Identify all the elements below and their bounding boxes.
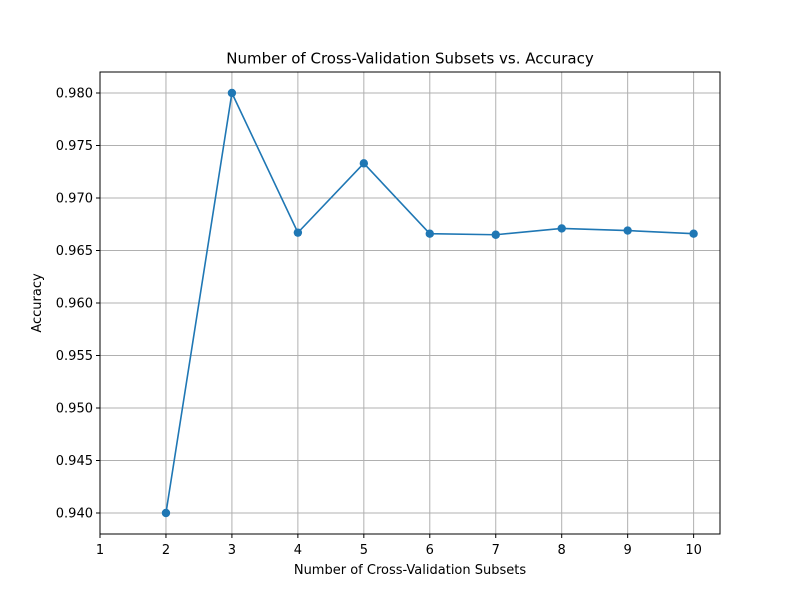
x-tick-label: 8	[558, 543, 566, 558]
x-tick-label: 3	[228, 543, 236, 558]
chart-title: Number of Cross-Validation Subsets vs. A…	[226, 50, 594, 68]
data-point	[623, 226, 632, 235]
x-tick-label: 1	[96, 543, 104, 558]
y-tick-label: 0.970	[56, 192, 93, 207]
x-tick-label: 6	[426, 543, 434, 558]
grid	[99, 72, 720, 534]
data-point	[689, 229, 698, 238]
ticks: 1 2 3 4 5 6 7 8 9 10 0.940 0.945 0.950 0.955 0.960 0.96…	[56, 87, 702, 559]
data-point	[161, 508, 171, 518]
plot-frame	[99, 71, 721, 535]
data-point	[359, 159, 369, 168]
data-point	[293, 228, 303, 237]
y-tick-label: 0.945	[56, 454, 93, 469]
x-tick-label: 4	[294, 543, 302, 558]
x-tick-label: 10	[685, 543, 702, 558]
y-tick-label: 0.955	[56, 349, 93, 364]
y-tick-label: 0.950	[56, 402, 93, 417]
y-tick-label: 0.980	[56, 87, 93, 102]
data-point	[227, 88, 237, 98]
data-point	[425, 229, 434, 238]
y-tick-label: 0.960	[56, 297, 93, 312]
x-axis-label: Number of Cross-Validation Subsets	[294, 563, 527, 578]
y-tick-label: 0.940	[56, 507, 93, 522]
data-point	[491, 230, 500, 239]
y-axis-label: Accuracy	[30, 273, 45, 333]
data-point	[557, 224, 566, 233]
x-tick-label: 9	[624, 543, 632, 558]
y-tick-label: 0.965	[56, 244, 93, 259]
series	[161, 88, 698, 518]
x-tick-label: 2	[162, 543, 170, 558]
x-tick-label: 5	[360, 543, 368, 558]
x-tick-label: 7	[492, 543, 500, 558]
y-tick-label: 0.975	[56, 139, 93, 154]
